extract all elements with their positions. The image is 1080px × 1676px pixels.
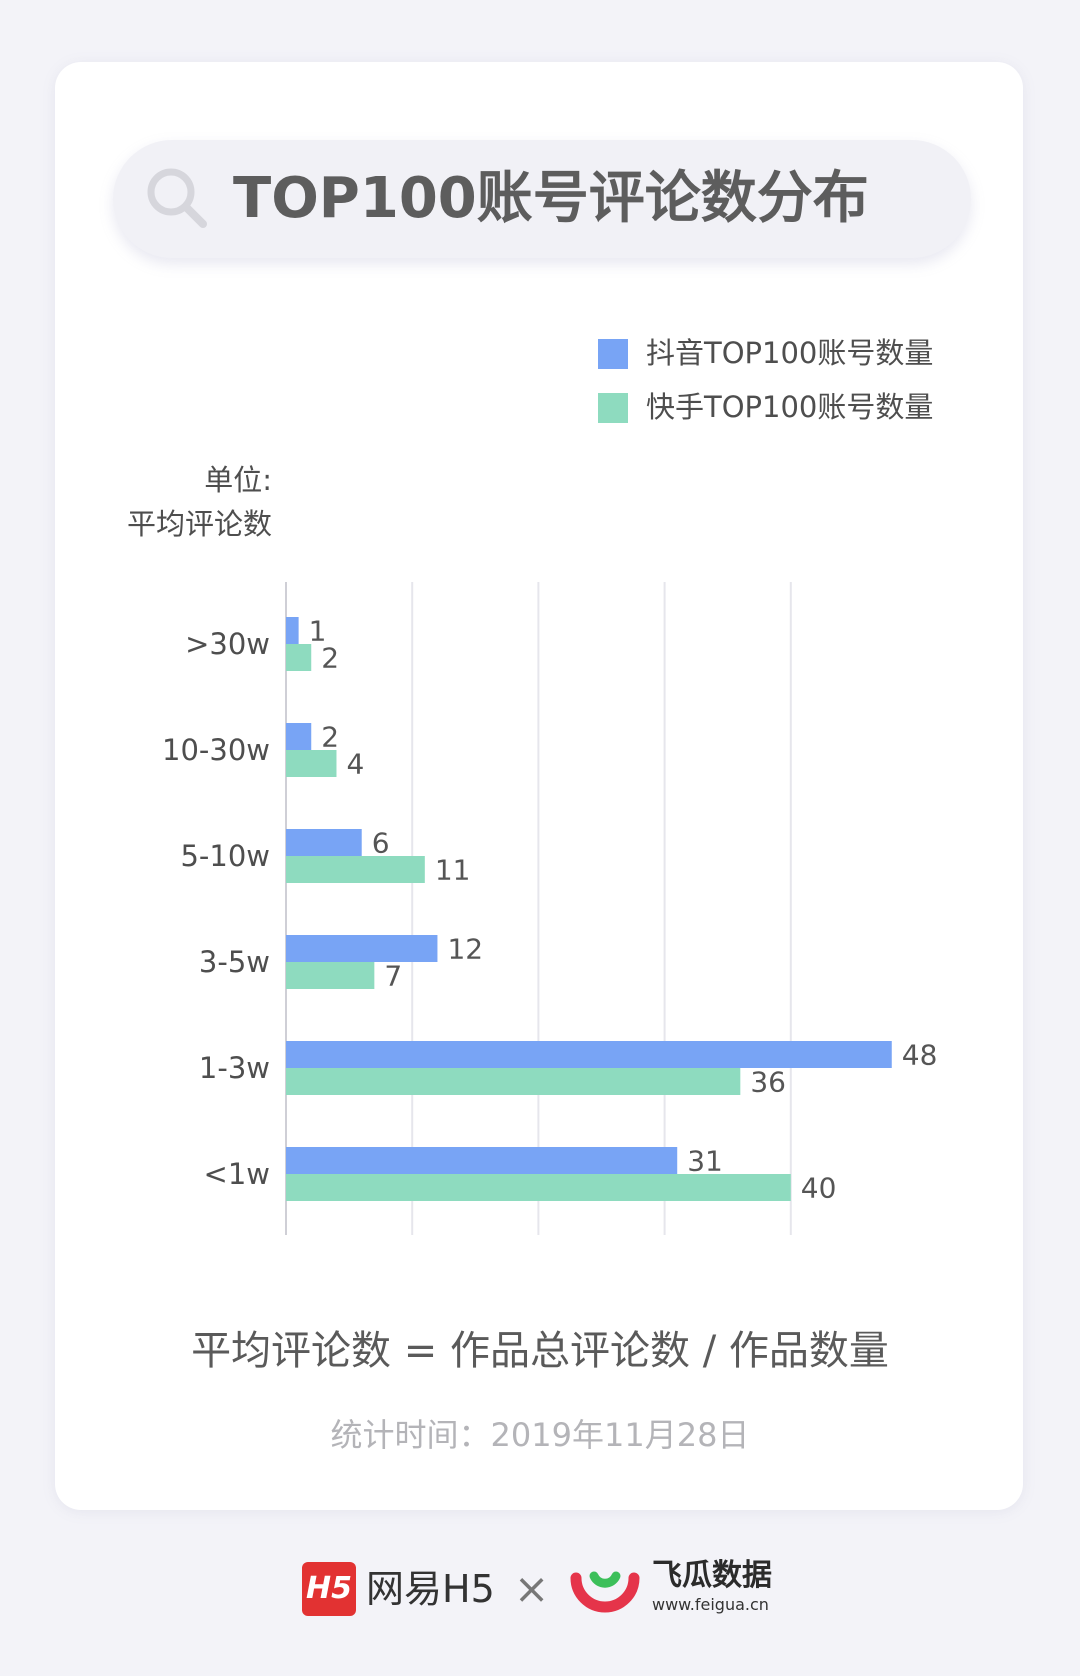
- bar-douyin: [286, 829, 362, 856]
- data-label-kuaishou: 11: [435, 854, 471, 887]
- legend-swatch-kuaishou: [598, 393, 628, 423]
- data-label-kuaishou: 7: [384, 960, 402, 993]
- category-tick-label: >30w: [185, 627, 270, 661]
- bar-kuaishou: [286, 1068, 741, 1095]
- bar-kuaishou: [286, 644, 312, 671]
- footer: H5 网易H5 × 飞瓜数据 www.feigua.cn: [0, 1558, 1080, 1630]
- data-label-kuaishou: 4: [346, 748, 364, 781]
- formula-text: 平均评论数 = 作品总评论数 / 作品数量: [191, 1328, 889, 1374]
- category-tick-label: 1-3w: [199, 1051, 270, 1085]
- category-tick-label: 10-30w: [162, 733, 270, 767]
- data-label-douyin: 12: [447, 933, 483, 966]
- data-label-douyin: 6: [372, 827, 390, 860]
- data-label-douyin: 1: [309, 615, 327, 648]
- bar-douyin: [286, 723, 312, 750]
- cross-icon: ×: [514, 1564, 550, 1613]
- chart-title: TOP100账号评论数分布: [233, 166, 869, 231]
- legend-label-douyin: 抖音TOP100账号数量: [646, 336, 934, 370]
- category-tick-label: 5-10w: [180, 839, 270, 873]
- netease-h5-logo: H5: [302, 1562, 356, 1616]
- feigua-name: 飞瓜数据: [652, 1558, 772, 1593]
- bar-kuaishou: [286, 962, 375, 989]
- unit-label: 单位: 平均评论数: [127, 458, 272, 546]
- data-label-douyin: 2: [321, 721, 339, 754]
- stat-date: 统计时间：2019年11月28日: [330, 1416, 750, 1454]
- bar-kuaishou: [286, 1174, 791, 1201]
- bar-douyin: [286, 617, 299, 644]
- category-tick-label: <1w: [204, 1157, 270, 1191]
- category-tick-label: 3-5w: [199, 945, 270, 979]
- legend-item-douyin: 抖音TOP100账号数量: [598, 335, 1018, 375]
- bar-kuaishou: [286, 856, 425, 883]
- legend-swatch-douyin: [598, 339, 628, 369]
- data-label-kuaishou: 40: [801, 1172, 837, 1205]
- bar-douyin: [286, 1147, 678, 1174]
- legend-label-kuaishou: 快手TOP100账号数量: [646, 390, 934, 424]
- bar-douyin: [286, 935, 438, 962]
- data-label-kuaishou: 2: [321, 642, 339, 675]
- data-label-douyin: 48: [902, 1039, 938, 1072]
- unit-label-line1: 单位:: [204, 463, 272, 497]
- netease-h5-name: 网易H5: [366, 1567, 495, 1611]
- legend-item-kuaishou: 快手TOP100账号数量: [598, 389, 1018, 429]
- search-icon: [143, 164, 213, 234]
- data-label-douyin: 31: [687, 1145, 723, 1178]
- bar-kuaishou: [286, 750, 337, 777]
- feigua-logo-icon: [570, 1560, 640, 1620]
- data-label-kuaishou: 36: [750, 1066, 786, 1099]
- unit-label-line2: 平均评论数: [126, 507, 272, 541]
- bar-douyin: [286, 1041, 892, 1068]
- title-search-bar: TOP100账号评论数分布: [113, 140, 971, 258]
- feigua-url: www.feigua.cn: [652, 1595, 769, 1614]
